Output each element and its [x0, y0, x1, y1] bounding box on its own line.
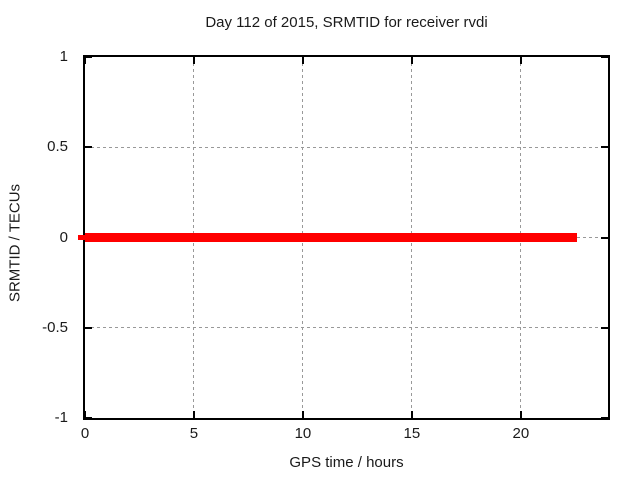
- gridline-horizontal: [85, 327, 608, 329]
- y-tick-mark: [85, 326, 92, 329]
- x-tick-mark: [84, 411, 86, 418]
- y-tick-mark: [601, 326, 608, 329]
- y-tick-mark: [601, 146, 608, 149]
- x-tick-mark: [192, 57, 195, 64]
- y-tick-mark: [601, 236, 608, 239]
- chart-title: Day 112 of 2015, SRMTID for receiver rvd…: [205, 14, 488, 31]
- y-tick-mark: [601, 417, 608, 419]
- x-axis-label: GPS time / hours: [289, 454, 404, 471]
- plot-area: [83, 55, 610, 420]
- x-tick-label: 0: [80, 425, 90, 442]
- x-tick-mark: [519, 411, 522, 418]
- x-tick-label: 10: [294, 425, 312, 442]
- x-tick-mark: [410, 57, 413, 64]
- x-tick-label: 15: [403, 425, 421, 442]
- x-tick-label: 5: [189, 425, 199, 442]
- y-tick-label: -1: [54, 409, 68, 426]
- x-tick-mark: [301, 57, 304, 64]
- gridline-horizontal: [85, 146, 608, 148]
- y-tick-mark: [85, 417, 92, 419]
- y-tick-mark: [601, 56, 608, 58]
- x-tick-mark: [410, 411, 413, 418]
- x-tick-mark: [192, 411, 195, 418]
- series-line: [85, 233, 578, 242]
- y-tick-label: 0: [59, 228, 68, 246]
- y-tick-mark: [85, 56, 92, 58]
- y-tick-label: 1: [59, 48, 68, 65]
- x-tick-mark: [301, 411, 304, 418]
- y-tick-label: -0.5: [42, 318, 68, 336]
- series-start-cap: [78, 235, 85, 240]
- y-tick-mark: [85, 146, 92, 149]
- x-tick-label: 20: [512, 425, 530, 442]
- x-tick-mark: [519, 57, 522, 64]
- y-tick-label: 0.5: [47, 138, 68, 156]
- x-tick-mark: [84, 57, 86, 64]
